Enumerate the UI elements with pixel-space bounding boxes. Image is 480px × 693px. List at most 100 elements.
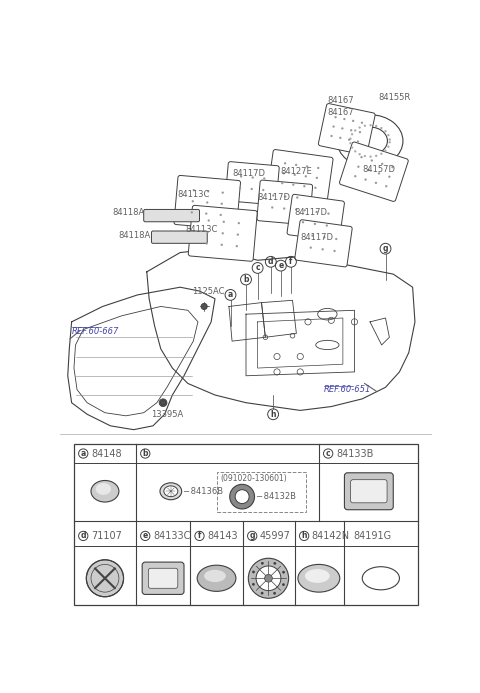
Circle shape: [381, 163, 384, 165]
Circle shape: [327, 213, 330, 215]
Text: 84133B: 84133B: [336, 448, 373, 459]
Circle shape: [359, 153, 361, 155]
FancyBboxPatch shape: [345, 473, 393, 510]
Text: 84117D: 84117D: [232, 169, 265, 177]
Circle shape: [192, 200, 194, 202]
Text: ─ 84132B: ─ 84132B: [256, 492, 296, 501]
Ellipse shape: [305, 569, 330, 583]
Circle shape: [272, 194, 275, 197]
Text: 84127E: 84127E: [280, 167, 312, 176]
Circle shape: [263, 177, 265, 179]
Circle shape: [368, 169, 370, 171]
Text: c: c: [255, 263, 260, 272]
FancyBboxPatch shape: [148, 568, 178, 588]
Circle shape: [317, 167, 319, 169]
Text: 84142N: 84142N: [312, 531, 350, 541]
Circle shape: [312, 234, 313, 237]
Circle shape: [206, 202, 208, 204]
Circle shape: [223, 220, 225, 223]
Circle shape: [385, 185, 387, 187]
Circle shape: [235, 490, 249, 504]
Circle shape: [359, 126, 361, 129]
Text: 84113C: 84113C: [186, 225, 218, 234]
Circle shape: [281, 182, 283, 184]
Circle shape: [302, 221, 304, 223]
Ellipse shape: [204, 570, 226, 582]
Circle shape: [284, 195, 287, 198]
Circle shape: [388, 139, 391, 141]
Circle shape: [295, 209, 297, 211]
Circle shape: [350, 129, 352, 132]
Circle shape: [219, 213, 222, 216]
FancyBboxPatch shape: [225, 161, 279, 205]
Circle shape: [248, 559, 288, 598]
Circle shape: [283, 172, 285, 175]
Circle shape: [252, 570, 255, 573]
Circle shape: [360, 156, 363, 158]
Circle shape: [387, 146, 390, 148]
Circle shape: [354, 150, 356, 152]
Text: b: b: [243, 275, 249, 284]
Circle shape: [201, 304, 207, 310]
Text: f: f: [289, 257, 293, 266]
Ellipse shape: [298, 564, 340, 592]
Text: REF.60-667: REF.60-667: [72, 326, 119, 335]
Text: g: g: [383, 244, 388, 253]
Circle shape: [322, 248, 324, 250]
Circle shape: [283, 207, 286, 210]
Circle shape: [335, 238, 337, 240]
Text: 84157D: 84157D: [362, 165, 395, 174]
Circle shape: [264, 574, 272, 582]
Circle shape: [361, 121, 363, 124]
Circle shape: [364, 155, 366, 157]
Circle shape: [343, 118, 346, 120]
Circle shape: [222, 191, 224, 194]
Circle shape: [207, 220, 210, 222]
Circle shape: [359, 131, 361, 133]
Circle shape: [303, 209, 306, 211]
Circle shape: [221, 244, 223, 246]
Text: a: a: [81, 449, 86, 458]
Text: 84117D: 84117D: [258, 193, 290, 202]
FancyBboxPatch shape: [295, 220, 352, 267]
Circle shape: [349, 137, 352, 140]
Circle shape: [251, 188, 253, 190]
FancyBboxPatch shape: [174, 175, 240, 229]
Circle shape: [91, 564, 119, 592]
Circle shape: [370, 155, 372, 158]
Text: 84113C: 84113C: [178, 191, 210, 200]
Circle shape: [388, 175, 391, 178]
Circle shape: [282, 584, 285, 586]
Circle shape: [292, 184, 295, 186]
Circle shape: [354, 175, 357, 177]
Text: 84167: 84167: [327, 108, 354, 117]
Text: d: d: [268, 257, 274, 266]
FancyBboxPatch shape: [152, 231, 207, 243]
Text: ─ 84136B: ─ 84136B: [183, 486, 223, 495]
Circle shape: [314, 222, 316, 225]
Circle shape: [325, 225, 328, 227]
Circle shape: [205, 243, 208, 245]
Circle shape: [380, 152, 383, 155]
Circle shape: [238, 222, 240, 225]
Text: 84118A: 84118A: [113, 208, 145, 217]
Circle shape: [387, 134, 390, 137]
Circle shape: [357, 166, 360, 168]
Circle shape: [295, 164, 297, 166]
Circle shape: [348, 139, 350, 141]
Circle shape: [305, 175, 307, 177]
Circle shape: [282, 571, 285, 574]
Circle shape: [256, 566, 281, 590]
Text: h: h: [270, 410, 276, 419]
Circle shape: [371, 159, 373, 161]
Circle shape: [388, 141, 391, 143]
Circle shape: [239, 187, 241, 189]
Text: e: e: [278, 261, 284, 270]
Text: 1125AC: 1125AC: [192, 287, 224, 295]
Circle shape: [364, 178, 367, 181]
Circle shape: [207, 191, 209, 193]
FancyBboxPatch shape: [217, 472, 306, 512]
Text: 84148: 84148: [91, 448, 121, 459]
Circle shape: [332, 125, 335, 128]
Circle shape: [375, 125, 377, 127]
